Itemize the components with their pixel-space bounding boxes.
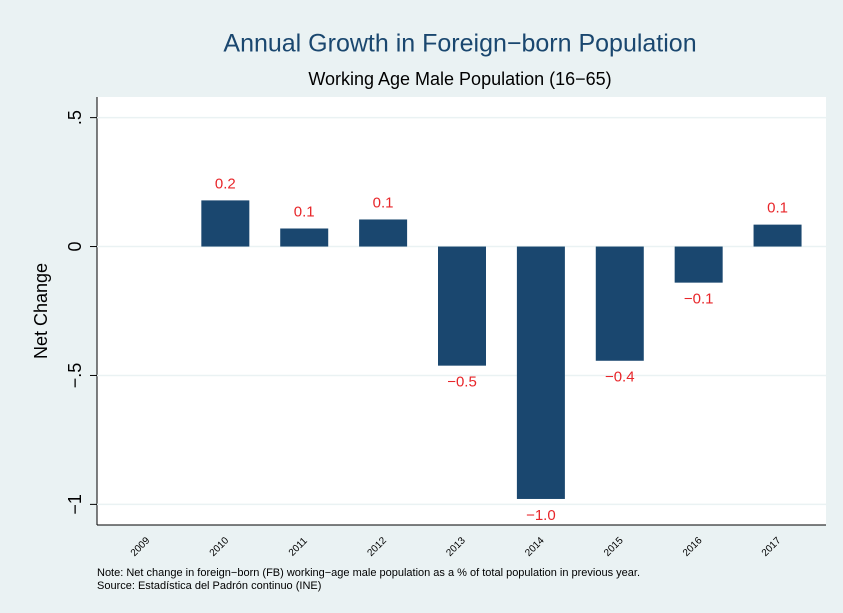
bar [674,246,723,283]
value-label: −0.4 [605,369,635,386]
bar [595,246,644,361]
bar [516,246,565,499]
y-tick-label: 0 [65,242,85,252]
chart-title: Annual Growth in Foreign−born Population [223,30,696,58]
bar [201,200,250,247]
value-label: −0.1 [684,291,714,308]
note: Source: Estadística del Padrón continuo … [97,580,321,592]
value-label: 0.1 [373,194,394,211]
value-label: 0.1 [294,203,315,220]
value-label: 0.2 [215,175,236,192]
bar [359,219,408,247]
y-tick-label: .5 [65,110,85,125]
value-label: −0.5 [447,374,477,391]
bar [753,224,802,247]
chart-subtitle: Working Age Male Population (16−65) [308,69,611,89]
bar [438,246,486,366]
y-axis-label: Net Change [31,263,51,359]
note: Note: Net change in foreign−born (FB) wo… [97,567,640,579]
y-tick-label: −.5 [65,363,85,389]
bar [280,228,329,247]
value-label: −1.0 [526,507,556,524]
value-label: 0.1 [767,200,788,217]
y-tick-label: −1 [65,494,85,515]
